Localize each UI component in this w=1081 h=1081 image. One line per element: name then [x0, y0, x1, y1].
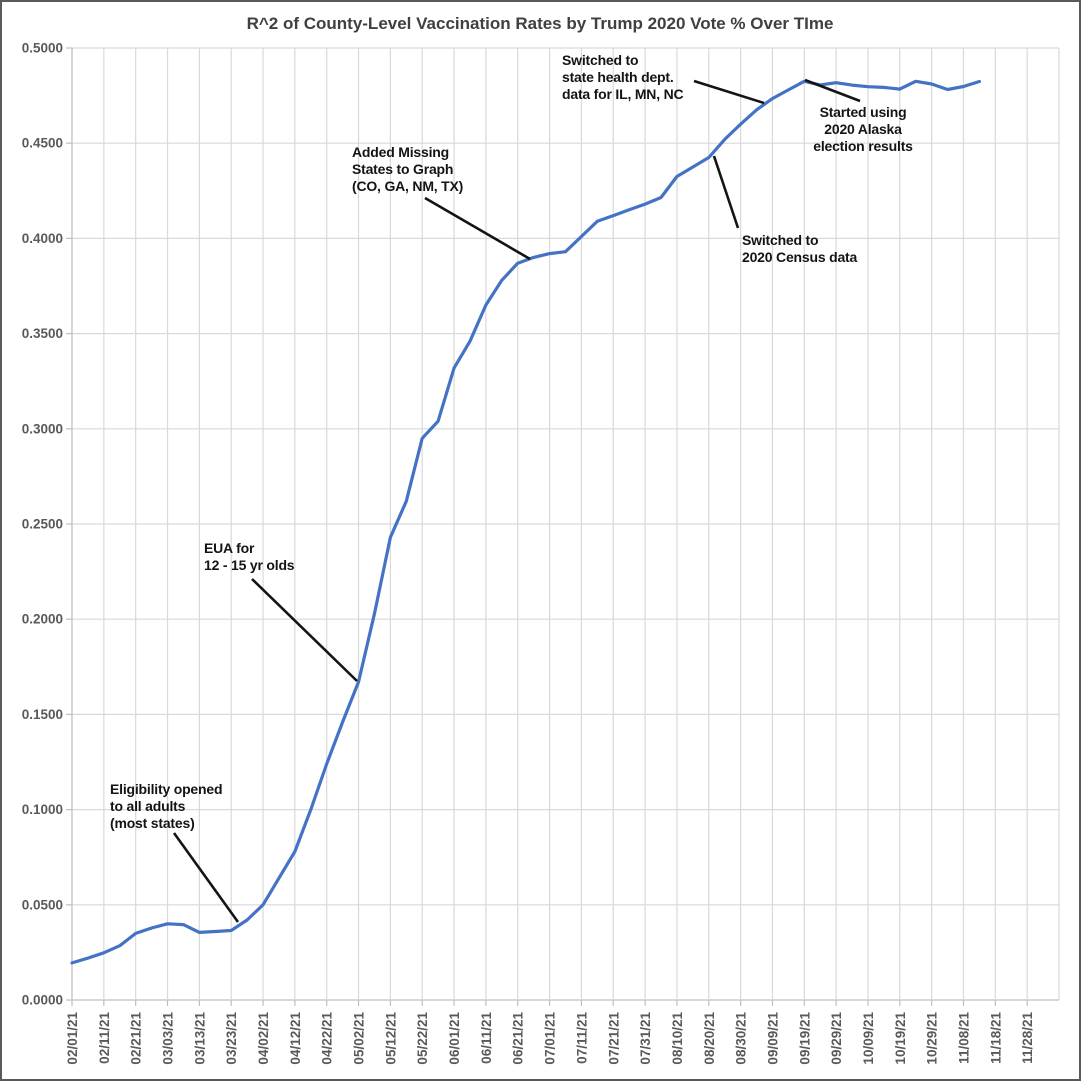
annotation-text: state health dept. — [562, 69, 674, 85]
x-tick-label: 07/31/21 — [638, 1012, 653, 1065]
x-tick-label: 08/10/21 — [670, 1012, 685, 1065]
annotation-text: EUA for — [204, 540, 255, 556]
x-tick-label: 06/21/21 — [511, 1012, 526, 1065]
x-tick-label: 08/20/21 — [702, 1012, 717, 1065]
annotation-text: Switched to — [562, 52, 638, 68]
x-tick-label: 04/12/21 — [288, 1012, 303, 1065]
x-tick-label: 11/18/21 — [988, 1012, 1003, 1064]
annotation-leader-line — [172, 832, 240, 923]
x-tick-label: 07/11/21 — [574, 1012, 589, 1064]
annotation-text: to all adults — [110, 798, 186, 814]
x-tick-label: 06/11/21 — [479, 1012, 494, 1064]
y-tick-label: 0.2000 — [22, 612, 63, 627]
annotation-text: Started using — [820, 104, 907, 120]
annotation-leader-line — [424, 196, 531, 261]
annotation-text: 2020 Census data — [742, 249, 857, 265]
x-tick-label: 06/01/21 — [447, 1012, 462, 1065]
annotation-leader-line — [251, 578, 358, 682]
x-tick-label: 02/21/21 — [129, 1012, 144, 1065]
chart-title: R^2 of County-Level Vaccination Rates by… — [247, 14, 834, 33]
x-tick-label: 10/29/21 — [925, 1012, 940, 1065]
x-tick-label: 11/08/21 — [956, 1012, 971, 1064]
x-tick-label: 05/22/21 — [415, 1012, 430, 1065]
x-tick-label: 05/02/21 — [352, 1012, 367, 1065]
annotation-text: election results — [813, 138, 913, 154]
y-tick-label: 0.2500 — [22, 517, 63, 532]
x-tick-label: 10/09/21 — [861, 1012, 876, 1065]
x-tick-label: 05/12/21 — [383, 1012, 398, 1065]
x-tick-label: 04/22/21 — [320, 1012, 335, 1065]
annotation-leader-line — [804, 78, 861, 103]
x-tick-label: 03/13/21 — [192, 1012, 207, 1065]
x-tick-label: 07/01/21 — [543, 1012, 558, 1065]
y-tick-label: 0.1000 — [22, 802, 63, 817]
x-tick-label: 09/09/21 — [765, 1012, 780, 1065]
y-tick-label: 0.0000 — [22, 993, 63, 1008]
x-tick-label: 03/03/21 — [161, 1012, 176, 1065]
x-tick-label: 04/02/21 — [256, 1012, 271, 1065]
annotation-text: (most states) — [110, 815, 195, 831]
annotation-text: (CO, GA, NM, TX) — [352, 178, 463, 194]
r2-series-line — [70, 79, 982, 965]
y-tick-label: 0.3000 — [22, 421, 63, 436]
annotation-leader-line — [693, 79, 765, 105]
x-tick-label: 10/19/21 — [893, 1012, 908, 1065]
annotation-text: Switched to — [742, 232, 818, 248]
annotation-text: 2020 Alaska — [824, 121, 902, 137]
y-tick-label: 0.4500 — [22, 136, 63, 151]
y-tick-label: 0.1500 — [22, 707, 63, 722]
y-tick-label: 0.5000 — [22, 41, 63, 56]
x-tick-label: 09/29/21 — [829, 1012, 844, 1065]
y-tick-label: 0.0500 — [22, 897, 63, 912]
x-tick-label: 03/23/21 — [224, 1012, 239, 1065]
x-tick-label: 07/21/21 — [606, 1012, 621, 1065]
annotation-text: Added Missing — [352, 144, 449, 160]
x-tick-label: 09/19/21 — [797, 1012, 812, 1065]
annotation-text: 12 - 15 yr olds — [204, 557, 295, 573]
x-tick-label: 02/11/21 — [97, 1012, 112, 1064]
annotation-text: States to Graph — [352, 161, 453, 177]
y-tick-label: 0.3500 — [22, 326, 63, 341]
x-tick-label: 11/28/21 — [1020, 1012, 1035, 1064]
y-tick-label: 0.4000 — [22, 231, 63, 246]
annotation-text: Eligibility opened — [110, 781, 222, 797]
x-tick-label: 08/30/21 — [734, 1012, 749, 1065]
annotation-text: data for IL, MN, NC — [562, 86, 684, 102]
x-tick-label: 02/01/21 — [65, 1012, 80, 1065]
plot-area: 0.5000 0.4500 0.4000 0.3500 0.3000 0.2500 0.20… — [22, 41, 1060, 1065]
annotation-leader-line — [712, 155, 740, 229]
